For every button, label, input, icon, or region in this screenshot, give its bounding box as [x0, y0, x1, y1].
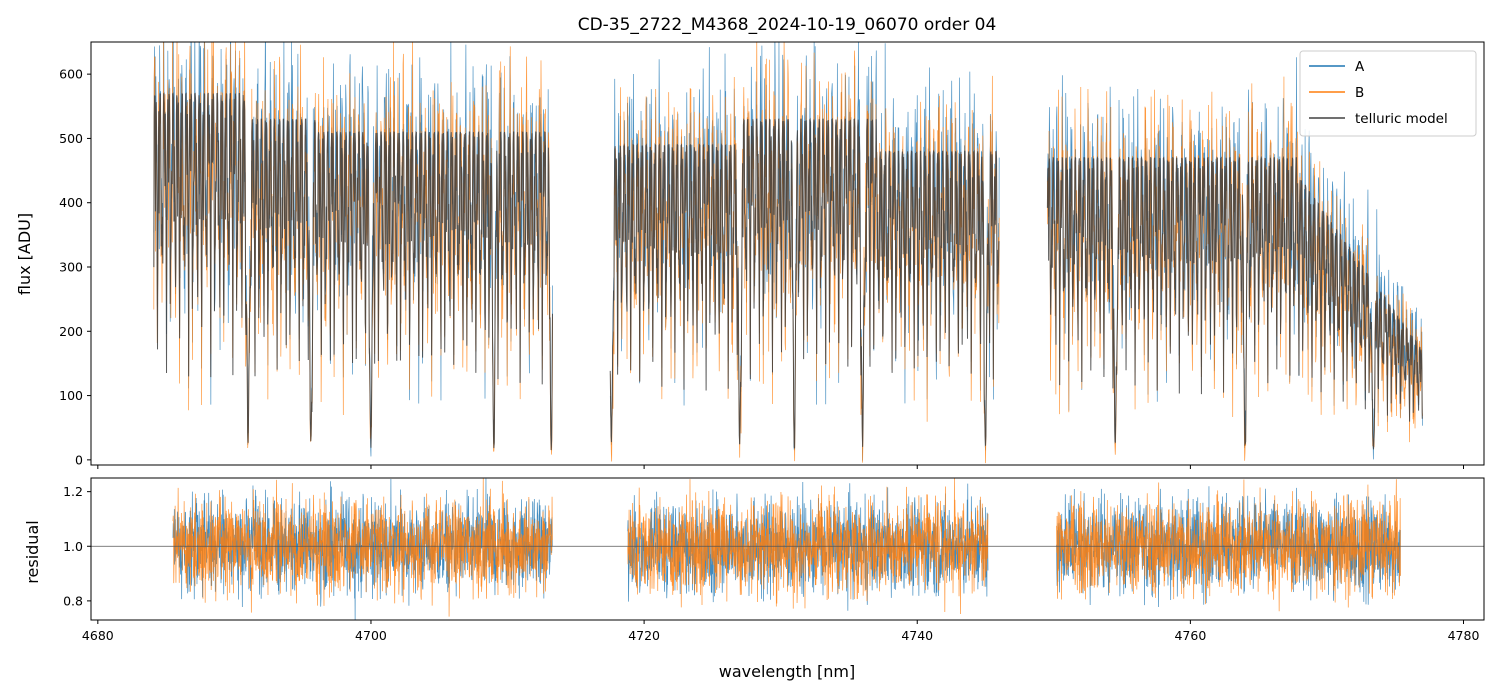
flux-y-tick-label: 500 — [59, 131, 83, 146]
flux-x-ticks — [97, 465, 1465, 469]
residual-y-tick-label: 0.8 — [63, 593, 83, 608]
residual-panel: 0.8 1.0 1.2 4680 4700 4720 4740 4760 4780 resid… — [23, 477, 1485, 681]
residual-y-tick-label: 1.0 — [63, 539, 83, 554]
flux-axes-frame — [90, 41, 1485, 466]
flux-y-tick-label: 300 — [59, 260, 83, 275]
flux-panel: 0 100 200 300 400 500 600 flux [ADU] A B tellu… — [15, 41, 1485, 469]
residual-axes-frame — [90, 477, 1485, 621]
flux-y-tick-label: 600 — [59, 67, 83, 82]
flux-y-tick-label: 200 — [59, 324, 83, 339]
x-tick-label: 4760 — [1174, 628, 1206, 643]
residual-x-ticks: 4680 4700 4720 4740 4760 4780 — [82, 620, 1480, 643]
chart-title: CD-35_2722_M4368_2024-10-19_06070 order … — [578, 15, 997, 35]
legend-box — [1299, 50, 1477, 137]
x-tick-label: 4740 — [901, 628, 933, 643]
legend-label-telluric: telluric model — [1355, 111, 1448, 127]
x-tick-label: 4720 — [628, 628, 660, 643]
flux-y-tick-label: 400 — [59, 195, 83, 210]
series-telluric-line — [153, 92, 1423, 451]
residual-plot-area — [91, 478, 1484, 620]
flux-y-axis-label: flux [ADU] — [15, 213, 34, 295]
flux-y-tick-label: 100 — [59, 388, 83, 403]
legend: A B telluric model — [1299, 50, 1477, 137]
x-tick-label: 4680 — [82, 628, 114, 643]
x-tick-label: 4780 — [1448, 628, 1480, 643]
residual-y-axis-label: residual — [23, 520, 42, 583]
legend-label-b: B — [1355, 85, 1364, 101]
residual-y-ticks: 0.8 1.0 1.2 — [63, 484, 91, 608]
residual-y-tick-label: 1.2 — [63, 484, 83, 499]
flux-y-ticks: 0 100 200 300 400 500 600 — [59, 67, 91, 467]
flux-plot-area — [153, 42, 1423, 464]
x-tick-label: 4700 — [355, 628, 387, 643]
flux-y-tick-label: 0 — [75, 452, 83, 467]
residual-b-line — [627, 478, 989, 615]
residual-b-line — [1056, 479, 1401, 612]
legend-label-a: A — [1355, 59, 1365, 75]
x-axis-label: wavelength [nm] — [719, 662, 856, 681]
